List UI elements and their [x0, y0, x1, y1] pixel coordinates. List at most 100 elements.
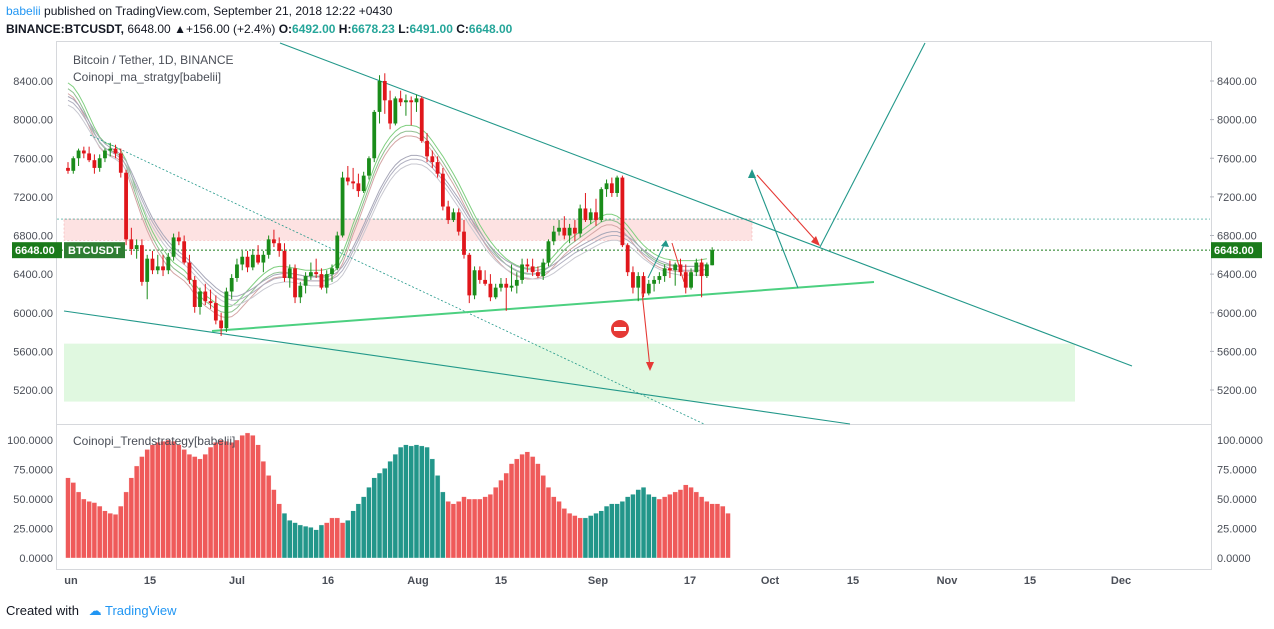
osc-tick-label-right: 0.0000: [1217, 553, 1251, 565]
candle-body: [525, 264, 530, 267]
y-tick-label-left: 6800.00: [13, 231, 53, 243]
candle-body: [155, 266, 160, 271]
oscillator-bar: [572, 515, 578, 559]
oscillator-bar: [155, 442, 161, 559]
oscillator-bar: [213, 442, 219, 559]
oscillator-bar: [107, 512, 113, 559]
ascending-support-line: [211, 281, 875, 332]
y-tick-label-right: 6400.00: [1217, 269, 1257, 281]
candle-body: [129, 239, 134, 250]
candle-body: [393, 98, 398, 124]
arrow-head-up-icon: [748, 169, 756, 178]
tradingview-link[interactable]: TradingView: [105, 603, 177, 618]
y-tick-label-left: 5200.00: [13, 385, 53, 397]
oscillator-bar: [672, 491, 678, 559]
oscillator-bar: [134, 465, 140, 559]
candle-body: [213, 303, 218, 321]
candle-body: [161, 266, 165, 271]
candle-body: [182, 241, 187, 263]
oscillator-bar: [218, 439, 224, 559]
candle-body: [319, 274, 324, 288]
x-tick-label: Aug: [407, 575, 428, 587]
oscillator-bar: [97, 505, 103, 559]
x-tick-label: 15: [1024, 575, 1036, 587]
oscillator-bar: [545, 487, 552, 559]
author-link[interactable]: babelii: [6, 4, 41, 18]
candle-body: [150, 258, 155, 271]
candle-body: [583, 208, 588, 221]
ma-line-2: [67, 88, 707, 314]
candle-body: [493, 287, 498, 298]
candle-body: [557, 227, 561, 232]
published-text: published on TradingView.com, September …: [44, 4, 393, 18]
candle-body: [361, 175, 366, 192]
oscillator-bar: [281, 512, 288, 559]
oscillator-bar: [234, 439, 240, 559]
oscillator-bar: [139, 456, 145, 559]
close-value: 6648.00: [468, 22, 513, 36]
oscillator-bar: [677, 489, 684, 559]
candle-body: [678, 264, 683, 273]
candle-body: [435, 162, 440, 174]
candle-body: [66, 167, 70, 171]
candle-body: [477, 270, 482, 280]
x-tick-label: 15: [495, 575, 507, 587]
oscillator-bar: [609, 503, 615, 559]
oscillator-bar: [376, 472, 383, 559]
oscillator-bar: [297, 524, 303, 559]
candle-body: [293, 268, 297, 298]
x-tick-label: Dec: [1111, 575, 1131, 587]
oscillator-bar: [324, 522, 330, 559]
oscillator-bar: [371, 477, 377, 559]
candle-body: [118, 153, 123, 173]
last-price: 6648.00: [127, 22, 171, 36]
oscillator-bar: [540, 475, 546, 559]
candle-body: [256, 254, 260, 263]
last-price-tag-left: [12, 242, 62, 259]
candle-body: [145, 258, 150, 282]
oscillator-bar: [593, 512, 599, 559]
oscillator-bar: [704, 501, 710, 559]
osc-tick-label-right: 25.0000: [1217, 524, 1257, 536]
oscillator-bar: [160, 441, 166, 559]
oscillator-bar: [635, 489, 641, 559]
oscillator-bar: [508, 463, 515, 559]
oscillator-bar: [434, 475, 441, 559]
candle-body: [340, 177, 345, 236]
candle-body: [324, 274, 329, 288]
oscillator-bar: [229, 442, 235, 559]
oscillator-bar: [308, 527, 314, 559]
no-entry-bar: [614, 327, 626, 331]
oscillator-bar: [355, 503, 362, 559]
oscillator-bar: [419, 445, 425, 559]
oscillator-bar: [403, 444, 409, 559]
candle-body: [240, 256, 245, 265]
oscillator-bar: [223, 441, 230, 559]
y-tick-label-right: 5600.00: [1217, 346, 1257, 358]
candle-body: [219, 320, 224, 329]
candle-body: [609, 183, 614, 194]
osc-tick-label-left: 0.0000: [19, 553, 53, 565]
candle-body: [472, 270, 477, 296]
candle-body: [308, 272, 313, 277]
candle-body: [303, 276, 308, 286]
candle-body: [134, 245, 139, 250]
candle-body: [208, 301, 213, 304]
oscillator-bar: [424, 446, 430, 559]
low-label: L:: [398, 22, 410, 36]
candle-body: [488, 283, 493, 298]
footer: Created with ☁ TradingView: [6, 603, 177, 619]
candle-body: [266, 239, 271, 255]
candle-body: [92, 160, 97, 168]
candle-body: [572, 227, 577, 234]
x-tick-label: 17: [684, 575, 696, 587]
high-label: H:: [338, 22, 352, 36]
candle-body: [604, 183, 609, 190]
candle-body: [176, 237, 181, 242]
candle-body: [372, 111, 377, 159]
candle-body: [330, 268, 334, 275]
oscillator-bar: [345, 520, 351, 559]
oscillator-bar: [683, 484, 689, 559]
oscillator-bar: [487, 494, 494, 559]
